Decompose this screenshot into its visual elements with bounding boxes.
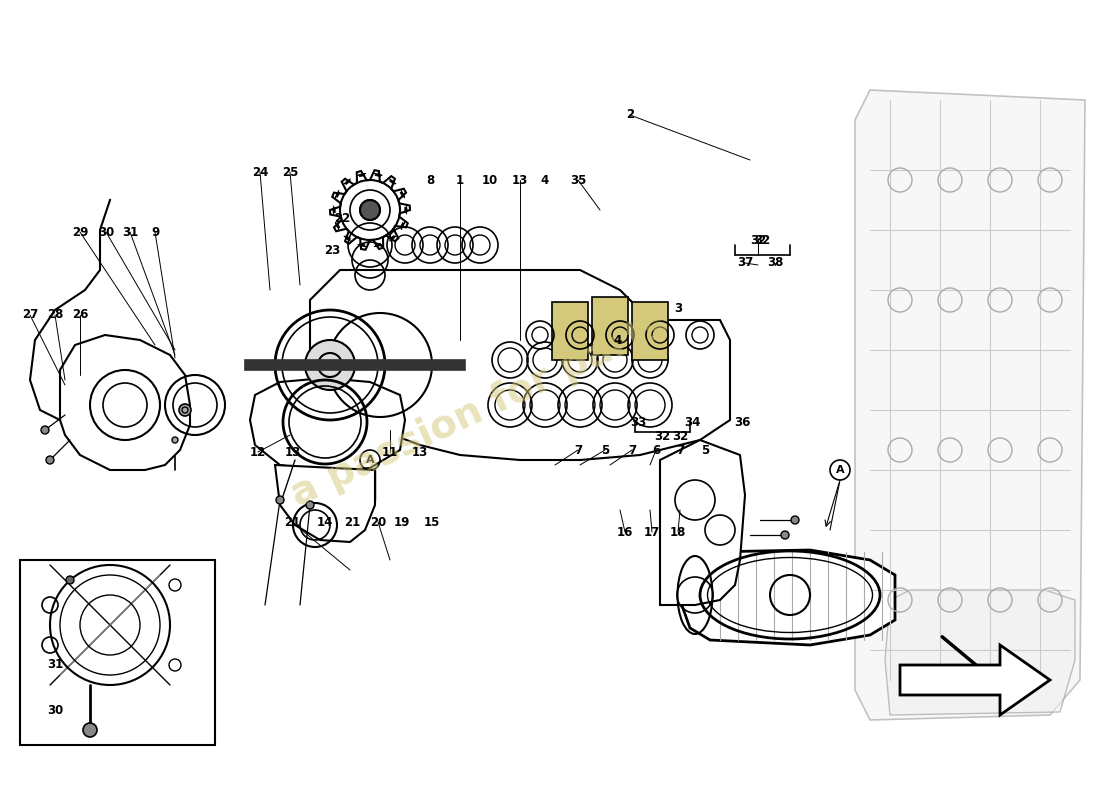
Polygon shape [900,645,1050,715]
Text: 21: 21 [284,515,300,529]
Text: 33: 33 [630,415,646,429]
Circle shape [41,426,50,434]
Text: 31: 31 [122,226,139,238]
FancyArrowPatch shape [405,206,407,214]
FancyArrowPatch shape [336,222,340,230]
Text: 19: 19 [394,515,410,529]
Circle shape [46,456,54,464]
Circle shape [276,496,284,504]
Text: 27: 27 [22,309,38,322]
Text: 38: 38 [767,257,783,270]
Text: 22: 22 [334,211,350,225]
Text: 30: 30 [47,703,63,717]
Polygon shape [660,440,745,605]
Text: 32: 32 [672,430,689,443]
FancyArrowPatch shape [358,243,366,246]
Text: 17: 17 [644,526,660,538]
Polygon shape [310,270,730,460]
Bar [592,297,628,355]
Text: 11: 11 [382,446,398,458]
Text: 9: 9 [151,226,160,238]
Text: 13: 13 [285,446,301,458]
Text: 16: 16 [617,526,634,538]
FancyArrowPatch shape [374,174,382,177]
Text: 37: 37 [737,257,754,270]
Text: 34: 34 [684,415,701,429]
Circle shape [179,404,191,416]
Text: 4: 4 [541,174,549,186]
Text: 15: 15 [424,515,440,529]
Text: 7: 7 [574,443,582,457]
Text: 3: 3 [674,302,682,314]
Polygon shape [680,550,895,645]
Text: 12: 12 [250,446,266,458]
Circle shape [66,576,74,584]
Text: A: A [365,455,374,465]
Text: 13: 13 [512,174,528,186]
Text: 32: 32 [750,234,766,246]
Polygon shape [60,335,190,470]
Text: 7: 7 [628,443,636,457]
FancyArrowPatch shape [389,179,396,185]
Text: 30: 30 [98,226,114,238]
Circle shape [305,340,355,390]
FancyArrowPatch shape [344,235,351,241]
Text: a passion for parts: a passion for parts [285,306,674,514]
FancyArrowPatch shape [389,235,396,241]
Text: 5: 5 [701,443,710,457]
Text: 24: 24 [252,166,268,178]
Circle shape [172,437,178,443]
Polygon shape [855,90,1085,720]
Text: 6: 6 [652,443,660,457]
Text: 8: 8 [426,174,434,186]
Text: 18: 18 [670,526,686,538]
Text: 28: 28 [47,309,63,322]
Polygon shape [886,590,1075,715]
Text: 2: 2 [626,109,634,122]
Circle shape [781,531,789,539]
Text: 31: 31 [47,658,63,671]
Bar [20,560,214,745]
Text: 5: 5 [601,443,609,457]
Circle shape [306,501,313,509]
Text: 14: 14 [317,515,333,529]
Text: 26: 26 [72,309,88,322]
Text: 25: 25 [282,166,298,178]
Text: 29: 29 [72,226,88,238]
FancyArrowPatch shape [344,179,351,185]
FancyArrowPatch shape [336,190,340,198]
Circle shape [360,200,379,220]
Bar [552,302,589,360]
Circle shape [82,723,97,737]
Text: 7: 7 [675,443,684,457]
Circle shape [791,516,799,524]
Text: 35: 35 [570,174,586,186]
Text: 13: 13 [411,446,428,458]
Text: 4: 4 [614,334,623,346]
Text: 36: 36 [734,415,750,429]
Polygon shape [250,378,405,472]
Bar [632,302,668,360]
Text: 32: 32 [653,430,670,443]
Text: 21: 21 [344,515,360,529]
Bar [245,360,465,370]
Polygon shape [275,465,375,542]
Text: 23: 23 [323,243,340,257]
FancyArrowPatch shape [400,190,405,198]
Text: 10: 10 [482,174,498,186]
Polygon shape [330,170,410,250]
Text: 20: 20 [370,515,386,529]
Text: 1: 1 [455,174,464,186]
Text: A: A [836,465,845,475]
FancyArrowPatch shape [374,243,382,246]
Text: 32: 32 [754,234,770,246]
FancyArrowPatch shape [333,206,336,214]
Circle shape [360,200,379,220]
FancyArrowPatch shape [358,174,366,177]
FancyArrowPatch shape [400,222,405,230]
